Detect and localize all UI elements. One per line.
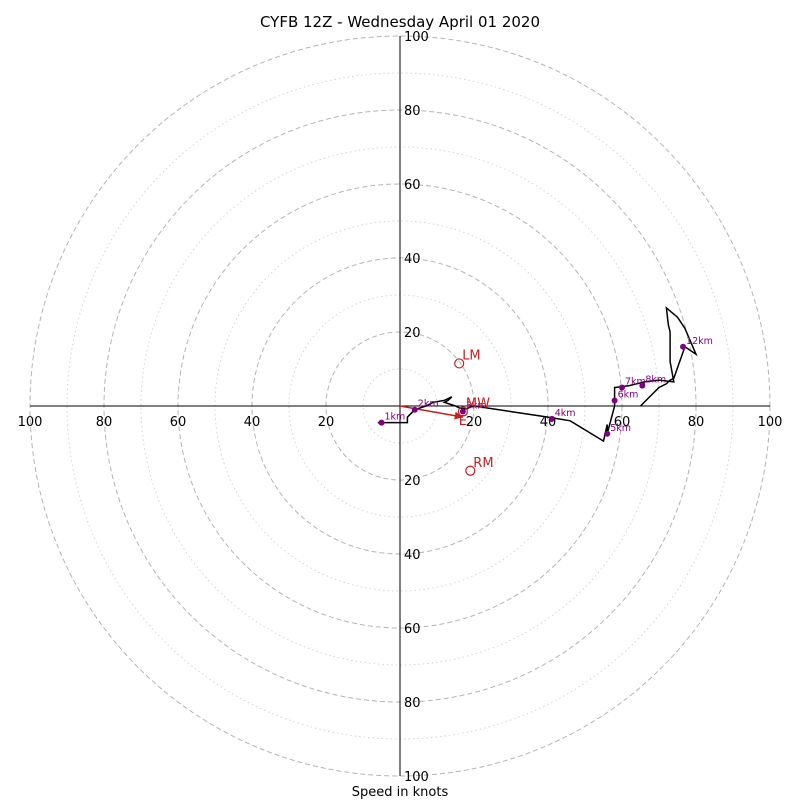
height-point	[459, 408, 466, 415]
height-label: 5km	[610, 423, 631, 434]
height-label: 6km	[618, 389, 639, 400]
height-point	[378, 419, 385, 426]
x-tick-label: 80	[688, 415, 705, 430]
wind-trace-line	[377, 306, 698, 443]
y-tick-label: 20	[404, 326, 421, 341]
y-tick-label: 40	[404, 252, 421, 267]
height-point	[548, 415, 555, 422]
y-tick-labels: 100 80 60 40 20 20 40 60 80 100	[404, 30, 429, 785]
y-tick-label: 100	[404, 30, 429, 45]
y-tick-label: 100	[404, 770, 429, 785]
x-axis-label: Speed in knots	[352, 785, 449, 800]
shear-arrow-head	[454, 411, 463, 420]
x-tick-label: 40	[244, 415, 261, 430]
x-tick-label: 100	[758, 415, 783, 430]
storm-motion-marker	[454, 358, 465, 369]
x-tick-label: 20	[318, 415, 335, 430]
x-tick-label: 60	[170, 415, 187, 430]
height-point	[411, 406, 418, 413]
x-tick-label: 20	[466, 415, 483, 430]
height-label: 2km	[418, 399, 439, 410]
storm-motion-label: LM	[462, 348, 480, 363]
x-tick-label: 100	[18, 415, 43, 430]
height-point	[639, 382, 646, 389]
height-point	[619, 384, 625, 391]
storm-motion-points: LM RM MW	[454, 348, 494, 476]
x-tick-label: 60	[614, 415, 631, 430]
height-label: 3km	[466, 401, 487, 412]
height-label: 7km	[625, 377, 646, 388]
storm-motion-label: RM	[473, 456, 493, 471]
shear-arrow-line	[399, 405, 464, 418]
y-tick-label: 60	[404, 178, 421, 193]
shear-end-marker: E	[459, 414, 467, 429]
height-label: 4km	[555, 408, 576, 419]
y-tick-label: 80	[404, 696, 421, 711]
height-label: 1km	[385, 412, 406, 423]
height-label: 12km	[686, 336, 713, 347]
y-tick-label: 60	[404, 622, 421, 637]
y-tick-label: 80	[404, 104, 421, 119]
storm-motion-marker	[457, 406, 468, 417]
height-point	[680, 343, 687, 350]
y-tick-label: 20	[404, 474, 421, 489]
shear-vector: E	[399, 405, 467, 429]
x-tick-label: 80	[96, 415, 113, 430]
height-label: 8km	[645, 375, 666, 386]
storm-motion-marker	[465, 465, 476, 476]
height-point	[604, 430, 611, 437]
storm-motion-label: MW	[466, 397, 490, 412]
chart-title: CYFB 12Z - Wednesday April 01 2020	[260, 13, 540, 31]
height-point	[611, 397, 618, 404]
y-tick-label: 40	[404, 548, 421, 563]
